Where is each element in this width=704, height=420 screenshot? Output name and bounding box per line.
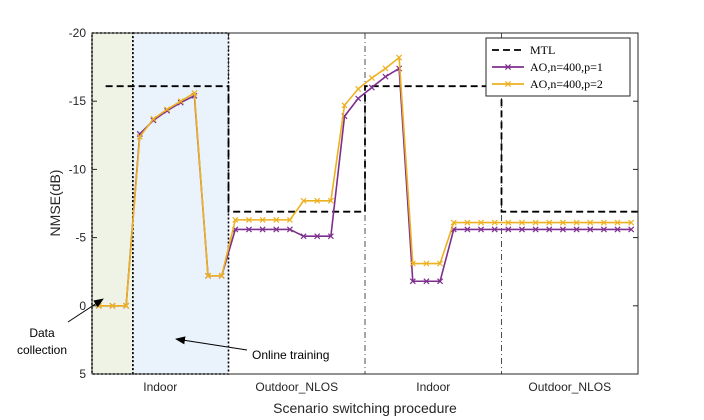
legend-label: AO,n=400,p=1 — [530, 60, 603, 74]
series-ao-p1-marker — [423, 278, 430, 285]
series-ao-p1-marker — [300, 233, 307, 240]
annotation-arrow-data-collection — [67, 298, 104, 323]
series-ao-p2-marker — [300, 197, 307, 204]
annotation-online-training: Online training — [252, 348, 329, 362]
series-ao-p2-marker — [191, 89, 198, 97]
series-ao-p1-marker — [600, 226, 607, 233]
series-ao-p1-marker — [245, 226, 252, 233]
series-mtl-line — [105, 85, 638, 213]
series-ao-p1-marker — [314, 233, 321, 240]
y-tick-label: 5 — [79, 367, 86, 381]
series-ao-p2-marker — [573, 219, 580, 226]
online-training-region — [132, 32, 230, 375]
series-ao-p2-marker — [600, 219, 607, 226]
y-tick-label: -20 — [69, 26, 87, 40]
series-ao-p2-marker — [491, 219, 498, 226]
series-ao-p2-marker — [437, 260, 444, 267]
y-axis-title: NMSE(dB) — [47, 170, 63, 237]
plot-frame — [91, 32, 639, 375]
series-ao-p2-marker — [396, 54, 403, 61]
annotation-data-collection: collection — [17, 343, 67, 357]
x-axis-title: Scenario switching procedure — [273, 400, 457, 416]
y-tick-label: -15 — [69, 94, 87, 108]
x-segment-label: Indoor — [416, 380, 450, 394]
series-ao-p1-line — [98, 67, 632, 307]
legend-label: MTL — [530, 43, 555, 57]
series-ao-p2-marker — [218, 272, 225, 279]
series-ao-p2-marker — [382, 65, 389, 72]
series-ao-p2-marker — [450, 219, 457, 226]
series-ao-p2-marker — [464, 219, 471, 226]
series-ao-p1-marker — [355, 95, 362, 102]
series-ao-p2-marker — [423, 260, 430, 267]
series-ao-p2-marker — [559, 219, 566, 226]
series-ao-p2-line — [98, 55, 632, 307]
series-ao-p2-marker — [205, 272, 212, 279]
data-collection-region — [91, 32, 134, 375]
series-ao-p2-marker — [177, 98, 184, 105]
series-ao-p2-marker — [518, 219, 525, 226]
series-ao-p2-marker — [341, 102, 348, 109]
series-ao-p2-marker — [245, 216, 252, 223]
y-tick-label: 0 — [79, 299, 86, 313]
legend-label: AO,n=400,p=2 — [530, 77, 603, 91]
series-ao-p1-marker — [409, 278, 416, 285]
series-ao-p1-marker — [532, 226, 539, 233]
series-ao-p2-marker — [505, 219, 512, 226]
series-ao-p2-marker — [273, 216, 280, 223]
x-segment-label: Outdoor_NLOS — [528, 380, 611, 394]
series-ao-p2-marker — [259, 216, 266, 223]
series-ao-p1-marker — [546, 226, 553, 233]
series-ao-p2-marker — [123, 302, 130, 309]
series-ao-p1-marker — [259, 226, 266, 233]
series-ao-p1-marker — [382, 73, 389, 80]
y-tick-label: -10 — [69, 162, 87, 176]
series-ao-p1-marker — [273, 226, 280, 233]
series-ao-p2-marker — [532, 219, 539, 226]
series-ao-p2-marker — [286, 216, 293, 223]
series-ao-p2-marker — [327, 197, 334, 204]
series-ao-p2-marker — [614, 219, 621, 226]
series-ao-p2-marker — [136, 133, 143, 140]
series-ao-p1-marker — [614, 226, 621, 233]
legend-marker — [504, 63, 512, 71]
y-tick-label: -5 — [75, 231, 86, 245]
annotation-arrow-online-training — [175, 336, 248, 351]
series-ao-p2-marker — [355, 85, 362, 92]
series-ao-p2-marker — [314, 197, 321, 204]
series-ao-p1-marker — [573, 226, 580, 233]
series-ao-p2-marker — [164, 106, 171, 113]
series-ao-p2-marker — [628, 219, 635, 226]
series-ao-p2-marker — [478, 219, 485, 226]
series-ao-p2-marker — [587, 219, 594, 226]
x-segment-label: Outdoor_NLOS — [255, 380, 338, 394]
annotation-data-collection: Data — [29, 326, 55, 340]
series-ao-p1-marker — [286, 226, 293, 233]
legend-marker — [504, 80, 512, 88]
series-ao-p1-marker — [478, 226, 485, 233]
series-ao-p1-marker — [437, 278, 444, 285]
series-ao-p1-marker — [518, 226, 525, 233]
x-segment-label: Indoor — [143, 380, 177, 394]
series-ao-p1-marker — [559, 226, 566, 233]
series-ao-p2-marker — [232, 216, 239, 223]
series-ao-p2-marker — [109, 302, 116, 309]
series-ao-p2-marker — [150, 115, 157, 122]
series-ao-p1-marker — [587, 226, 594, 233]
series-ao-p2-marker — [546, 219, 553, 226]
series-ao-p1-marker — [628, 226, 635, 233]
series-ao-p2-marker — [409, 260, 416, 267]
series-ao-p1-marker — [491, 226, 498, 233]
series-ao-p1-marker — [464, 226, 471, 233]
series-ao-p1-marker — [327, 233, 334, 240]
series-ao-p2-marker — [368, 74, 375, 82]
series-ao-p1-marker — [505, 226, 512, 233]
series-ao-p1-marker — [368, 84, 375, 91]
